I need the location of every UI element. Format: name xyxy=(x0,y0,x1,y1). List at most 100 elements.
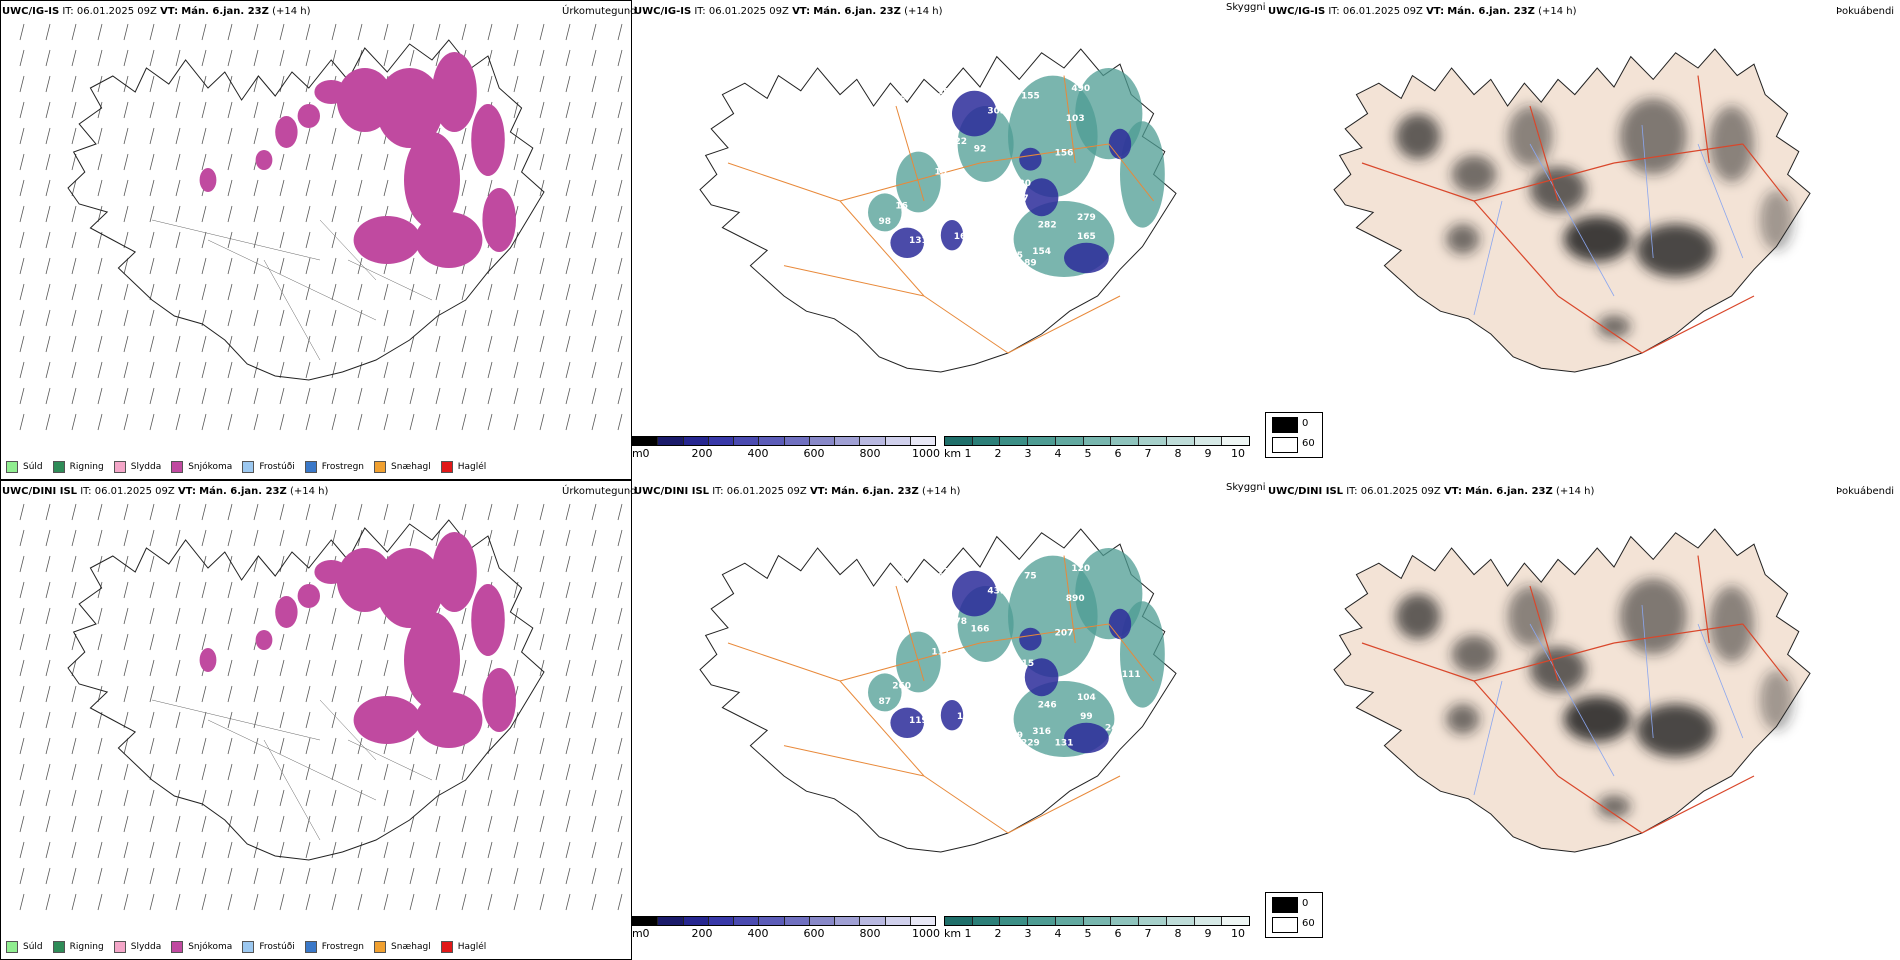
wind-barb xyxy=(19,75,25,93)
wind-barb xyxy=(539,737,545,755)
wind-barb xyxy=(565,127,571,145)
wind-barb xyxy=(175,659,181,677)
colorbar-swatch xyxy=(835,437,861,445)
legend-item: Frostregn xyxy=(304,941,364,953)
snow-area xyxy=(471,104,505,176)
wind-barb xyxy=(253,387,259,405)
wind-barb xyxy=(71,815,77,833)
legend-swatch xyxy=(52,941,65,953)
wind-barb xyxy=(123,633,129,651)
cloud-base-area xyxy=(1108,128,1132,160)
wind-barb xyxy=(409,789,415,807)
wind-barb xyxy=(383,49,389,67)
legend-swatch xyxy=(171,941,184,953)
cloud-base-area xyxy=(1024,658,1059,697)
colorbar-swatch xyxy=(658,917,684,925)
panel-header: UWC/DINI ISL IT: 06.01.2025 09Z VT: Mán.… xyxy=(634,486,960,497)
snow-area xyxy=(482,668,516,732)
cloud-base-areas xyxy=(890,570,1132,754)
wind-barb xyxy=(227,361,233,379)
colorbar-swatch xyxy=(1028,437,1056,445)
wind-barb xyxy=(201,101,207,119)
colorbar-swatch xyxy=(835,917,861,925)
wind-barb xyxy=(513,75,519,93)
wind-barb xyxy=(331,659,337,677)
valid-time: Mán. 6.jan. 23Z xyxy=(181,6,269,17)
colorbar-swatch xyxy=(910,917,935,925)
snow-area xyxy=(255,150,273,170)
wind-barb xyxy=(253,503,259,521)
fog-shading xyxy=(1395,98,1794,338)
road-lines xyxy=(151,699,433,841)
colorbar-swatch xyxy=(945,437,973,445)
legend-label: Frostregn xyxy=(321,462,365,472)
wind-barb xyxy=(409,815,415,833)
fog-panel: UWC/DINI ISL IT: 06.01.2025 09Z VT: Mán.… xyxy=(1266,480,1900,960)
wind-barb xyxy=(149,335,155,353)
colorbar-tick: 6 xyxy=(1114,927,1122,940)
cloud-base-label: 155 xyxy=(1021,91,1040,101)
legend-swatch xyxy=(52,461,65,473)
visibility-colorbar: km 1 2 3 4 5 6 7 8 9 10 xyxy=(944,916,1250,946)
wind-barb xyxy=(565,763,571,781)
wind-barb xyxy=(409,387,415,405)
wind-barb xyxy=(331,205,337,223)
wind-barb xyxy=(539,529,545,547)
wind-barb xyxy=(617,23,623,41)
wind-barb xyxy=(591,179,597,197)
wind-barb xyxy=(175,529,181,547)
wind-barb xyxy=(513,893,519,911)
wind-barb xyxy=(149,413,155,431)
snow-areas xyxy=(199,532,516,748)
wind-barb xyxy=(331,153,337,171)
wind-barb xyxy=(19,815,25,833)
river-line xyxy=(1473,200,1503,316)
cloud-base-area xyxy=(890,707,924,738)
lead-time: (+14 h) xyxy=(289,486,329,497)
colorbar-swatches xyxy=(944,916,1250,926)
road-line xyxy=(1529,585,1559,682)
wind-barb xyxy=(357,257,363,275)
colorbar-swatch xyxy=(945,917,973,925)
wind-barb xyxy=(253,205,259,223)
wind-barb xyxy=(617,413,623,431)
wind-barb xyxy=(149,127,155,145)
road-line xyxy=(319,699,377,761)
river-line xyxy=(1473,680,1503,796)
cloud-base-label: 490 xyxy=(1071,84,1090,94)
wind-barb xyxy=(331,49,337,67)
wind-barb xyxy=(149,23,155,41)
colorbar-tick: 2 xyxy=(994,447,1002,460)
wind-barb xyxy=(97,387,103,405)
model-name: UWC/DINI ISL xyxy=(1268,486,1344,497)
cloud-base-label: 303 xyxy=(987,107,1006,117)
wind-barb xyxy=(305,815,311,833)
wind-barb xyxy=(97,867,103,885)
wind-barb xyxy=(227,101,233,119)
wind-barb xyxy=(123,179,129,197)
wind-barb xyxy=(565,153,571,171)
iceland-land xyxy=(1333,528,1811,853)
wind-barb xyxy=(539,127,545,145)
cloud-base-label: 130 xyxy=(937,568,956,578)
legend-swatch xyxy=(242,461,255,473)
wind-barb xyxy=(539,23,545,41)
legend-item: Súld xyxy=(6,941,43,953)
wind-barb xyxy=(383,413,389,431)
fog-area xyxy=(1530,166,1586,213)
forecast-row-1: UWC/DINI ISL IT: 06.01.2025 09Z VT: Mán.… xyxy=(0,480,1900,960)
panel-title: Þokuábendi xyxy=(1836,6,1895,17)
wind-barb xyxy=(461,503,467,521)
wind-barb xyxy=(175,153,181,171)
wind-barb xyxy=(383,815,389,833)
wind-barb xyxy=(201,789,207,807)
wind-barb xyxy=(383,529,389,547)
cloud-base-label: 131 xyxy=(909,236,928,246)
model-name: UWC/DINI ISL xyxy=(634,486,710,497)
wind-barb xyxy=(331,711,337,729)
wind-barb xyxy=(487,309,493,327)
wind-barb xyxy=(45,789,51,807)
wind-barb xyxy=(305,685,311,703)
wind-barb xyxy=(331,127,337,145)
wind-barb xyxy=(149,205,155,223)
